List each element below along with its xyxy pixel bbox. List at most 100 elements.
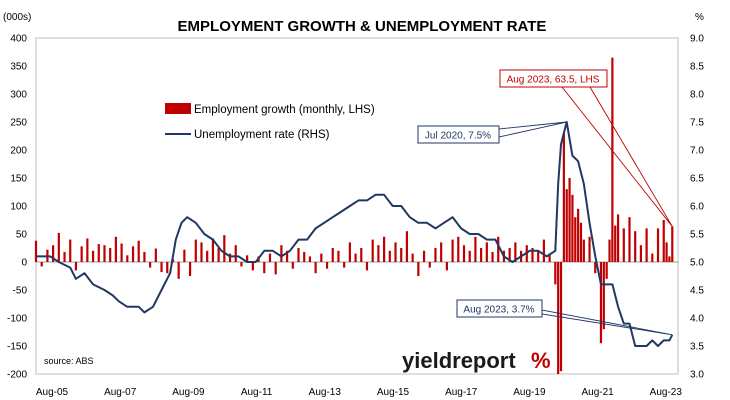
- x-tick-label: Aug-17: [445, 387, 478, 398]
- employment-bar: [166, 262, 169, 274]
- annotation-leader-jul-2020: [498, 121, 567, 138]
- right-tick-label: 7.0: [690, 146, 704, 157]
- employment-bar: [285, 250, 289, 262]
- source-note: source: ABS: [44, 356, 94, 366]
- employment-bar: [574, 217, 577, 262]
- employment-bar: [63, 251, 66, 262]
- x-axis-ticks: Aug-05 Aug-07 Aug-09 Aug-11 Aug-13 Aug-15 Aug-…: [36, 387, 682, 398]
- right-tick-label: 7.5: [690, 118, 704, 129]
- employment-bar: [462, 245, 466, 262]
- employment-bar: [614, 225, 617, 262]
- employment-bar: [579, 222, 583, 262]
- left-tick-label: -150: [7, 342, 27, 353]
- plot-frame: [35, 37, 679, 375]
- annotation-aug-2023-lhs-text: Aug 2023, 63.5, LHS: [507, 75, 600, 86]
- x-tick-label: Aug-07: [104, 387, 137, 398]
- employment-bar: [400, 248, 403, 262]
- employment-bar: [480, 248, 483, 262]
- right-tick-label: 8.5: [690, 62, 704, 73]
- employment-bar: [588, 236, 591, 262]
- employment-bar: [86, 238, 89, 262]
- right-tick-label: 4.0: [690, 314, 704, 325]
- annotation-leaders: [498, 86, 673, 336]
- left-axis-unit: (000s): [3, 12, 31, 23]
- annotation-aug-2023-rate-text: Aug 2023, 3.7%: [463, 305, 534, 316]
- employment-bar: [611, 57, 614, 262]
- employment-bar: [434, 248, 437, 262]
- employment-bar: [246, 255, 249, 262]
- employment-bar: [57, 232, 60, 262]
- employment-bar: [206, 250, 209, 262]
- employment-bar: [634, 231, 637, 262]
- employment-bar: [571, 194, 574, 262]
- employment-bar: [639, 245, 643, 262]
- x-tick-label: Aug-15: [377, 387, 410, 398]
- employment-bar: [114, 236, 117, 262]
- employment-bar: [217, 248, 220, 262]
- employment-bar: [74, 262, 78, 271]
- left-tick-label: 350: [10, 62, 27, 73]
- employment-bar: [371, 239, 374, 262]
- employment-bar: [137, 240, 140, 262]
- x-tick-label: Aug-13: [309, 387, 342, 398]
- employment-bar: [223, 235, 226, 262]
- right-tick-label: 3.5: [690, 342, 704, 353]
- employment-bar: [268, 253, 272, 262]
- left-tick-label: 150: [10, 174, 27, 185]
- employment-bar: [177, 262, 180, 279]
- employment-bar: [188, 262, 192, 276]
- employment-bar: [228, 253, 232, 262]
- chart-title: EMPLOYMENT GROWTH & UNEMPLOYMENT RATE: [178, 18, 547, 35]
- employment-bar: [557, 262, 560, 374]
- x-tick-label: Aug-19: [513, 387, 546, 398]
- left-tick-label: 300: [10, 90, 27, 101]
- employment-bar: [91, 250, 95, 262]
- employment-bar: [508, 248, 511, 262]
- employment-bar: [491, 251, 494, 262]
- employment-bar: [274, 262, 277, 275]
- employment-bar: [662, 220, 665, 262]
- employment-bar: [622, 228, 625, 262]
- employment-bar: [80, 246, 83, 262]
- employment-bar: [577, 208, 580, 262]
- employment-bar: [303, 251, 306, 262]
- employment-bar: [548, 253, 551, 262]
- employment-bar: [154, 248, 157, 262]
- employment-bar: [665, 242, 668, 262]
- employment-bar: [320, 253, 323, 262]
- employment-bar: [531, 248, 534, 262]
- employment-bar: [40, 262, 43, 267]
- annotation-leader-aug-2023-lhs: [561, 86, 673, 227]
- left-tick-label: -100: [7, 314, 27, 325]
- employment-bar: [297, 248, 300, 262]
- employment-bar: [651, 253, 654, 262]
- legend-bar-label: Employment growth (monthly, LHS): [194, 104, 375, 116]
- employment-bar: [440, 242, 443, 262]
- employment-bar: [394, 242, 397, 262]
- employment-bar: [200, 242, 203, 262]
- employment-bar: [474, 236, 477, 262]
- employment-bar: [628, 217, 631, 262]
- employment-bar: [422, 250, 426, 262]
- right-axis-unit: %: [695, 12, 704, 23]
- employment-bar: [445, 262, 448, 271]
- employment-bar: [280, 245, 283, 262]
- left-tick-label: 0: [21, 258, 27, 269]
- right-tick-label: 9.0: [690, 34, 704, 45]
- employment-bar: [103, 245, 106, 262]
- employment-bar: [348, 242, 351, 262]
- employment-bar: [645, 228, 648, 262]
- unemployment-line: [36, 121, 674, 347]
- employment-bar: [411, 253, 414, 262]
- annotation-jul-2020: Jul 2020, 7.5%: [417, 125, 500, 144]
- employment-bar: [354, 253, 357, 262]
- employment-bar: [388, 250, 391, 262]
- employment-bar: [417, 262, 420, 276]
- employment-bar: [485, 242, 488, 262]
- left-tick-label: -200: [7, 370, 27, 381]
- right-tick-label: 5.5: [690, 230, 704, 241]
- x-tick-label: Aug-21: [581, 387, 614, 398]
- employment-bar: [194, 239, 197, 262]
- employment-bar: [671, 226, 674, 262]
- x-tick-label: Aug-23: [650, 387, 683, 398]
